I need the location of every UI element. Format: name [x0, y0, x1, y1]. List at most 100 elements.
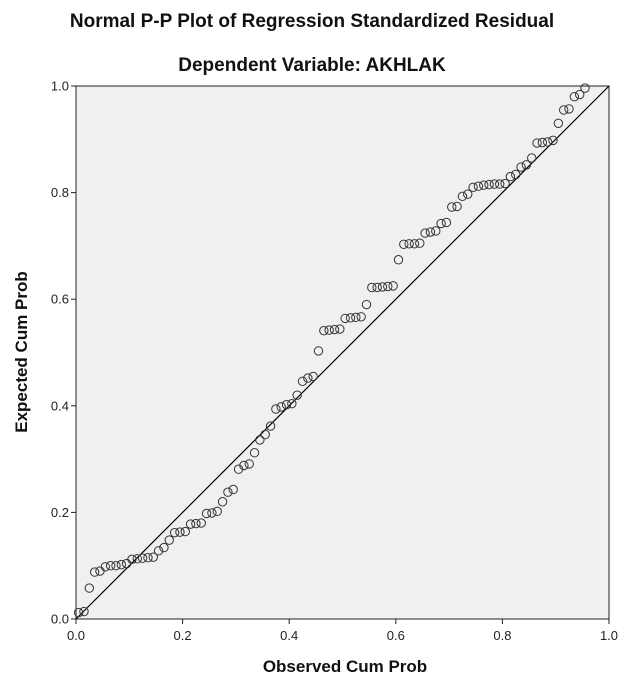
data-point	[265, 421, 276, 431]
data-point	[244, 459, 254, 469]
data-point	[249, 448, 260, 458]
data-point	[308, 371, 318, 382]
data-point	[281, 400, 292, 410]
data-point	[223, 487, 233, 497]
data-point	[409, 239, 420, 249]
data-point	[105, 561, 116, 571]
data-point	[287, 398, 297, 409]
data-point	[212, 506, 222, 517]
data-point	[201, 508, 212, 519]
data-point	[169, 527, 180, 538]
data-point	[313, 346, 324, 356]
data-point	[297, 376, 308, 386]
data-point	[276, 402, 286, 412]
data-point	[148, 552, 158, 562]
data-point	[255, 435, 265, 445]
data-point	[473, 181, 484, 191]
data-point	[175, 527, 185, 537]
data-point	[452, 201, 462, 212]
y-axis-ticks: 0.0 0.2 0.4 0.6 0.8 1.0	[51, 79, 76, 627]
x-tick-label: 0.0	[67, 628, 85, 643]
data-point	[431, 226, 441, 236]
data-point	[73, 607, 84, 618]
data-point	[351, 312, 361, 323]
data-point	[436, 218, 446, 229]
data-point	[532, 138, 542, 148]
chart-subtitle: Dependent Variable: AKHLAK	[178, 55, 446, 76]
data-point	[543, 137, 553, 147]
data-point	[457, 191, 468, 202]
data-point	[484, 179, 494, 190]
data-point	[329, 324, 340, 335]
data-point	[372, 282, 382, 293]
data-point	[324, 325, 334, 335]
data-point	[415, 238, 425, 248]
data-point	[383, 281, 393, 292]
data-point	[180, 526, 190, 537]
data-point	[260, 429, 270, 440]
data-point	[143, 553, 153, 563]
data-point	[548, 135, 558, 146]
data-point	[345, 313, 356, 323]
x-tick-label: 0.2	[174, 628, 192, 643]
data-point	[79, 606, 89, 617]
data-point	[271, 404, 281, 414]
y-axis-label: Expected Cum Prob	[12, 271, 31, 433]
data-point	[527, 153, 537, 163]
data-point	[137, 553, 148, 563]
data-point	[420, 228, 430, 238]
data-point	[116, 559, 127, 570]
data-point	[500, 178, 510, 189]
data-point	[191, 518, 201, 529]
data-points	[73, 83, 590, 618]
x-axis-label: Observed Cum Prob	[263, 657, 427, 676]
data-point	[356, 312, 366, 322]
data-point	[553, 118, 564, 129]
y-tick-label: 1.0	[51, 79, 69, 94]
data-point	[164, 535, 174, 545]
data-point	[516, 162, 526, 172]
data-point	[100, 562, 111, 572]
data-point	[185, 519, 196, 529]
data-point	[537, 137, 548, 148]
data-point	[495, 179, 505, 189]
data-point	[558, 105, 569, 115]
chart-title: Normal P-P Plot of Regression Standardiz…	[70, 11, 554, 32]
data-point	[564, 104, 574, 114]
data-point	[153, 546, 164, 556]
data-point	[479, 180, 489, 190]
data-point	[239, 460, 249, 471]
data-point	[84, 583, 95, 593]
y-tick-label: 0.0	[51, 612, 69, 627]
y-tick-label: 0.2	[51, 505, 69, 520]
data-point	[132, 554, 142, 564]
x-axis-ticks: 0.0 0.2 0.4 0.6 0.8 1.0	[67, 619, 618, 643]
data-point	[303, 373, 313, 383]
data-point	[393, 255, 404, 265]
x-tick-label: 1.0	[600, 628, 618, 643]
data-point	[505, 171, 516, 182]
data-point	[511, 169, 521, 180]
x-tick-label: 0.4	[280, 628, 298, 643]
x-tick-label: 0.6	[387, 628, 405, 643]
data-point	[574, 89, 585, 100]
data-point	[404, 239, 414, 249]
data-point	[377, 282, 388, 292]
data-point	[228, 484, 238, 495]
data-point	[217, 497, 228, 507]
data-point	[367, 282, 377, 293]
data-point	[569, 91, 580, 102]
data-point	[447, 202, 457, 212]
data-point	[159, 542, 169, 553]
data-point	[521, 160, 532, 170]
data-point	[468, 182, 478, 192]
data-point	[111, 561, 121, 571]
data-point	[388, 281, 398, 291]
data-point	[580, 83, 590, 93]
data-point	[361, 299, 372, 310]
data-point	[425, 227, 436, 237]
data-point	[127, 554, 137, 565]
data-point	[441, 217, 452, 228]
data-point	[489, 179, 500, 189]
